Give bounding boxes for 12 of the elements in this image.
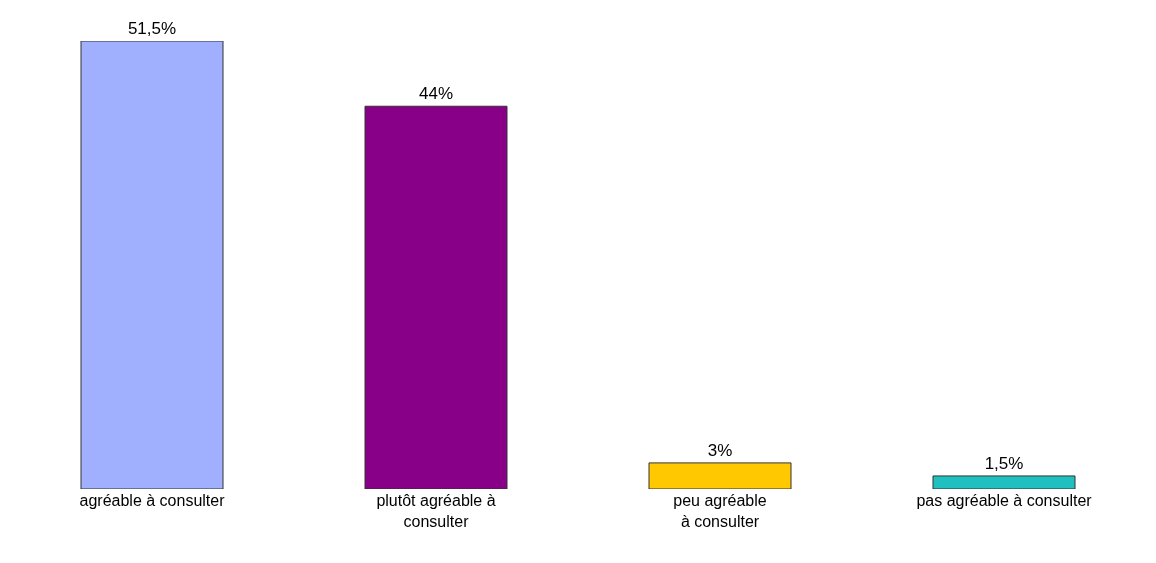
data-label: 44% bbox=[418, 84, 454, 104]
x-tick-label: agréable à consulter bbox=[79, 492, 226, 509]
data-label: 3% bbox=[707, 440, 733, 460]
bar bbox=[80, 41, 224, 489]
bar bbox=[648, 462, 792, 489]
x-tick-label: plutôt agréable à consulter bbox=[376, 492, 496, 530]
data-label: 51,5% bbox=[127, 19, 177, 38]
data-label: 1,5% bbox=[984, 453, 1024, 473]
x-tick-label: peu agréable à consulter bbox=[673, 492, 767, 530]
bar bbox=[932, 475, 1076, 489]
bar bbox=[364, 105, 508, 489]
x-tick-label: pas agréable à consulter bbox=[916, 492, 1093, 509]
